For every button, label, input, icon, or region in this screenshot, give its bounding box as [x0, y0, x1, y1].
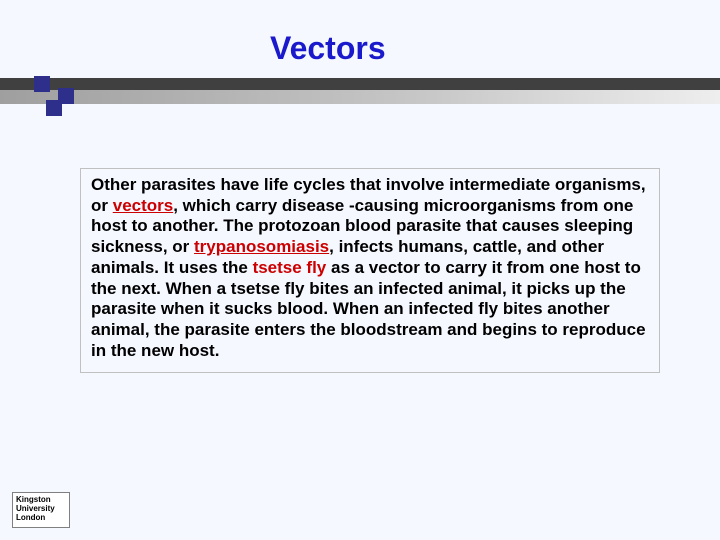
body-paragraph: Other parasites have life cycles that in… [91, 175, 649, 362]
header-bar-dark [0, 78, 720, 90]
slide: Vectors Other parasites have life cycles… [0, 0, 720, 540]
kingston-logo: Kingston University London [12, 492, 70, 528]
keyword-tsetse-fly: tsetse fly [253, 258, 327, 277]
slide-title: Vectors [270, 30, 386, 67]
keyword-vectors: vectors [113, 196, 173, 215]
header-bar-light [0, 90, 720, 104]
bullet-square-icon [46, 100, 62, 116]
keyword-trypanosomiasis: trypanosomiasis [194, 237, 329, 256]
content-box: Other parasites have life cycles that in… [80, 168, 660, 373]
bullet-square-icon [34, 76, 50, 92]
logo-line: London [16, 514, 66, 523]
